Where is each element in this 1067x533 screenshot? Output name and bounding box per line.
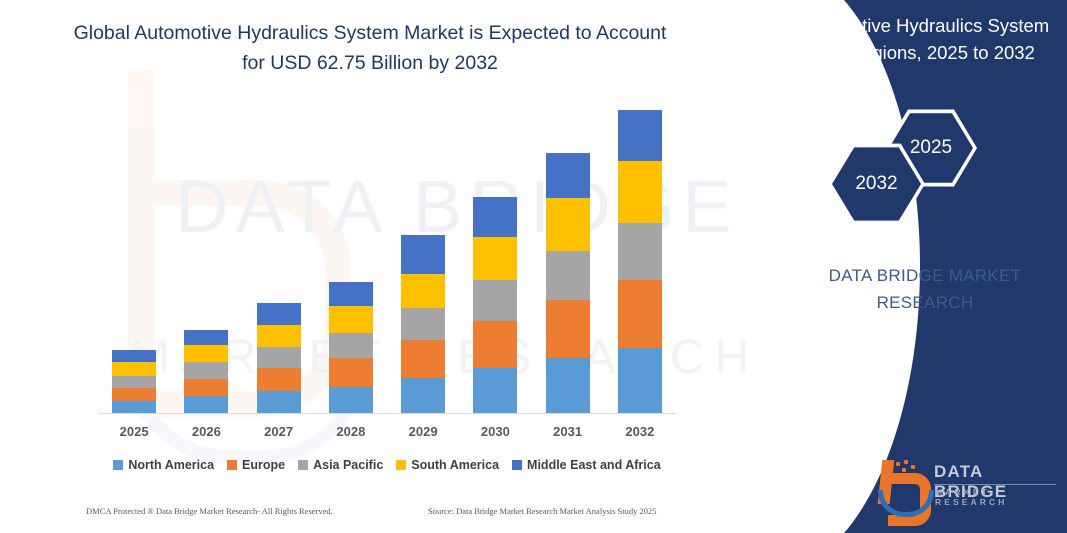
bar-segment bbox=[184, 378, 229, 397]
hexagon-end-label: 2032 bbox=[855, 173, 898, 194]
x-axis-label: 2028 bbox=[336, 424, 366, 439]
x-axis-label: 2026 bbox=[191, 424, 221, 439]
bar-segment bbox=[328, 358, 373, 387]
bar-segment bbox=[184, 344, 229, 363]
legend-swatch bbox=[298, 460, 309, 470]
bar-segment bbox=[545, 299, 590, 359]
bar-segment bbox=[545, 358, 590, 414]
hexagon-start-label: 2025 bbox=[909, 137, 953, 158]
panel-curve-divider bbox=[620, 0, 920, 533]
bar-segment bbox=[473, 367, 518, 414]
bar-column bbox=[184, 329, 229, 414]
bar-column bbox=[545, 152, 590, 414]
legend-swatch bbox=[396, 460, 407, 470]
bar-segment bbox=[545, 197, 590, 251]
bar-segment bbox=[184, 362, 229, 379]
bar-segment bbox=[256, 390, 301, 414]
bar-segment bbox=[112, 400, 157, 414]
brand-name: DATA BRIDGE MARKET RESEARCH bbox=[828, 266, 1022, 312]
bar-segment bbox=[545, 250, 590, 300]
bar-segment bbox=[401, 235, 446, 274]
legend-label: North America bbox=[128, 458, 215, 472]
footer-copyright: DMCA Protected ® Data Bridge Market Rese… bbox=[86, 506, 333, 516]
bar-segment bbox=[401, 377, 446, 414]
bar-column bbox=[473, 196, 518, 414]
logo-name: DATA BRIDGE bbox=[934, 462, 1008, 501]
legend-label: South America bbox=[411, 458, 500, 472]
legend-swatch bbox=[512, 460, 523, 470]
legend-label: Europe bbox=[242, 458, 286, 472]
x-axis-label: 2030 bbox=[480, 424, 510, 439]
bar-segment bbox=[401, 273, 446, 308]
company-logo: DATA BRIDGE MARKET RESEARCH bbox=[877, 458, 1058, 526]
bar-segment bbox=[328, 282, 373, 307]
x-axis-labels: 2025 2026 2027 2028 2029 2030 2031 2032 bbox=[98, 424, 676, 446]
bar-segment bbox=[112, 350, 157, 363]
bar-segment bbox=[473, 280, 518, 321]
chart-baseline bbox=[98, 413, 676, 414]
hexagon-badge-end: 2032 bbox=[828, 141, 925, 227]
bar-segment bbox=[112, 362, 157, 376]
bar-segment bbox=[184, 329, 229, 345]
bar-segment bbox=[256, 325, 301, 348]
bar-segment bbox=[256, 347, 301, 368]
bar-column bbox=[112, 350, 157, 414]
bar-segment bbox=[617, 348, 662, 414]
bar-segment bbox=[184, 396, 229, 414]
x-axis-label: 2027 bbox=[264, 424, 294, 439]
logo-tagline: MARKET RESEARCH bbox=[935, 487, 1008, 507]
panel-title: Global Automotive Hydraulics System Mark… bbox=[740, 15, 1050, 63]
bar-segment bbox=[256, 303, 301, 326]
legend-item: Europe bbox=[227, 458, 285, 472]
x-axis-label: 2029 bbox=[408, 424, 438, 439]
bar-column bbox=[401, 235, 446, 414]
bar-segment bbox=[617, 223, 662, 281]
bar-segment bbox=[328, 386, 373, 414]
footer: DMCA Protected ® Data Bridge Market Rese… bbox=[86, 506, 676, 522]
legend-item: Asia Pacific bbox=[298, 458, 383, 472]
bar-segment bbox=[545, 152, 590, 198]
x-axis-label: 2032 bbox=[625, 424, 655, 439]
legend-item: Middle East and Africa bbox=[512, 458, 661, 472]
logo-rule bbox=[934, 484, 1056, 485]
legend-swatch bbox=[113, 460, 124, 470]
chart-title: Global Automotive Hydraulics System Mark… bbox=[73, 22, 667, 74]
legend-swatch bbox=[227, 460, 238, 470]
legend-item: South America bbox=[396, 458, 499, 472]
bar-segment bbox=[401, 340, 446, 378]
bar-segment bbox=[617, 110, 662, 161]
bar-segment bbox=[617, 280, 662, 349]
bar-segment bbox=[617, 160, 662, 224]
x-axis-label: 2025 bbox=[119, 424, 149, 439]
bar-segment bbox=[112, 375, 157, 388]
bar-segment bbox=[473, 196, 518, 238]
bar-segment bbox=[328, 332, 373, 359]
x-axis-label: 2031 bbox=[553, 424, 583, 439]
legend-label: Asia Pacific bbox=[313, 458, 384, 472]
legend-label: Middle East and Africa bbox=[527, 458, 661, 472]
bar-column bbox=[256, 303, 301, 414]
bar-column bbox=[328, 282, 373, 414]
logo-mark-icon bbox=[877, 460, 934, 526]
bar-segment bbox=[401, 307, 446, 341]
chart-legend: North America Europe Asia Pacific South Ame… bbox=[98, 455, 676, 475]
bar-segment bbox=[473, 320, 518, 368]
bar-segment bbox=[112, 387, 157, 401]
stacked-bar-chart bbox=[98, 110, 676, 414]
footer-source: Source: Data Bridge Market Research Mark… bbox=[428, 506, 657, 516]
bar-segment bbox=[328, 306, 373, 333]
bar-column bbox=[617, 110, 662, 414]
bar-segment bbox=[256, 367, 301, 391]
legend-item: North America bbox=[113, 458, 214, 472]
bar-segment bbox=[473, 237, 518, 281]
